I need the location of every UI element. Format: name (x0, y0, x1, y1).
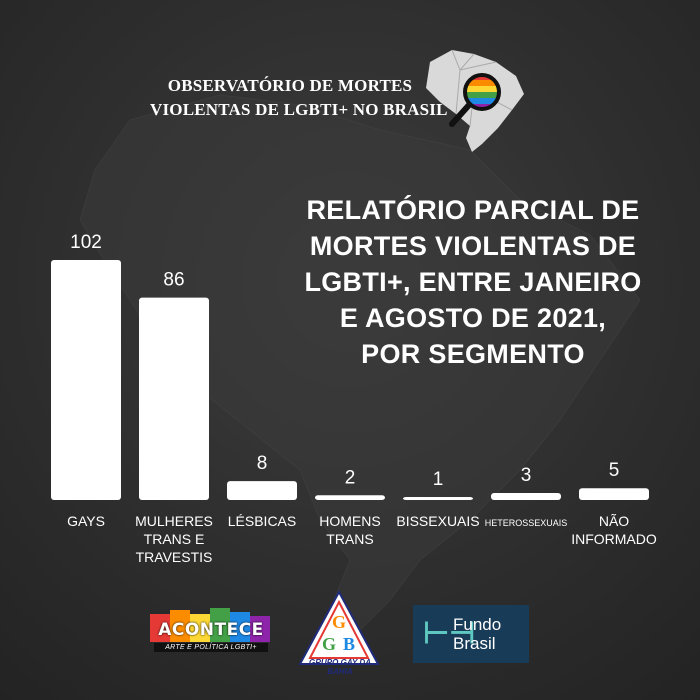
fundo-brasil-mark-icon: ⊢⊣ (423, 617, 476, 650)
svg-text:B: B (343, 634, 355, 654)
ggb-caption: GRUPO GAY DA BAHIA (309, 658, 371, 676)
acontece-tagline: ARTE E POLÍTICA LGBTI+ (154, 643, 268, 652)
observatory-logo (426, 49, 524, 152)
acontece-rainbow-mark (150, 608, 270, 642)
headline-line1: RELATÓRIO PARCIAL DE (306, 195, 640, 225)
fundo-brasil-line1: Fundo (453, 615, 502, 634)
bar-homens-trans (315, 495, 385, 500)
value-label-homens-trans: 2 (345, 467, 356, 488)
headline-line4: E AGOSTO DE 2021, (339, 303, 607, 333)
ggb-logo: G G B (298, 589, 380, 665)
svg-text:G: G (332, 612, 346, 632)
category-label-homens-trans: HOMENS TRANS (319, 513, 380, 547)
value-label-nao-informado: 5 (609, 460, 620, 481)
category-label-nao-informado: NÃO INFORMADO (571, 513, 657, 547)
fundo-brasil-name: Fundo Brasil (453, 615, 501, 653)
fundo-brasil-line2: Brasil (453, 634, 496, 653)
category-label-mulheres-trans-e-travestis: MULHERES TRANS E TRAVESTIS (135, 513, 213, 565)
headline-line5: POR SEGMENTO (361, 339, 585, 369)
acontece-logo: ACONTECE ARTE E POLÍTICA LGBTI+ (148, 602, 273, 672)
bar-bissexuais (403, 497, 473, 500)
value-label-gays: 102 (70, 232, 102, 253)
bar-heterossexuais (491, 492, 561, 500)
acontece-name: ACONTECE (158, 620, 264, 640)
value-label-mulheres-trans-e-travestis: 86 (163, 270, 184, 291)
category-label-bissexuais: BISSEXUAIS (396, 513, 479, 529)
bar-gays (51, 260, 121, 500)
value-label-lesbicas: 8 (257, 453, 268, 474)
category-label-lesbicas: LÉSBICAS (228, 513, 296, 529)
observatory-title-line1: OBSERVATÓRIO DE MORTES (167, 76, 413, 95)
bar-lesbicas (227, 481, 297, 500)
headline-line3: LGBTI+, ENTRE JANEIRO (304, 267, 642, 297)
bar-nao-informado (579, 488, 649, 500)
value-label-bissexuais: 1 (433, 469, 444, 490)
observatory-title: OBSERVATÓRIO DE MORTES VIOLENTAS DE LGBT… (150, 74, 448, 122)
value-label-heterossexuais: 3 (521, 465, 532, 486)
headline-line2: MORTES VIOLENTAS DE (309, 231, 637, 261)
category-label-heterossexuais: HETEROSSEXUAIS (485, 518, 568, 528)
category-label-gays: GAYS (67, 513, 105, 529)
observatory-title-line2: VIOLENTAS DE LGBTI+ NO BRASIL (150, 100, 448, 119)
fundo-brasil-logo: ⊢⊣ Fundo Brasil (413, 605, 529, 663)
bar-mulheres-trans-e-travestis (139, 297, 209, 500)
chart-headline: RELATÓRIO PARCIAL DE MORTES VIOLENTAS DE… (268, 192, 678, 372)
svg-text:G: G (322, 634, 336, 654)
